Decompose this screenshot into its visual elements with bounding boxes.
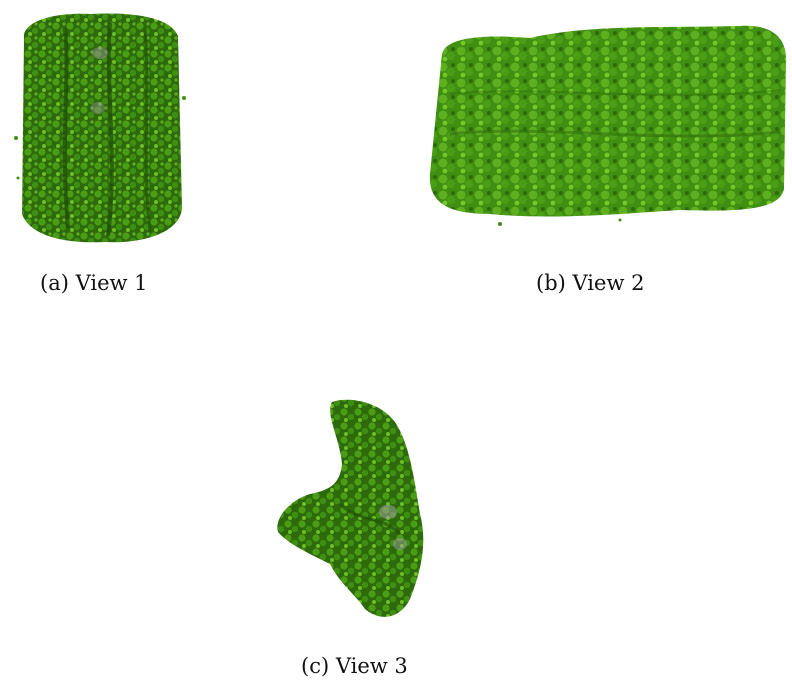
caption-view-1: (a) View 1 — [40, 271, 148, 295]
density-map-view-3-image — [277, 399, 424, 617]
density-map-view-2-image — [429, 25, 787, 226]
density-map-view-1-image — [14, 13, 186, 243]
caption-view-3: (c) View 3 — [301, 654, 408, 678]
caption-view-2: (b) View 2 — [536, 271, 645, 295]
